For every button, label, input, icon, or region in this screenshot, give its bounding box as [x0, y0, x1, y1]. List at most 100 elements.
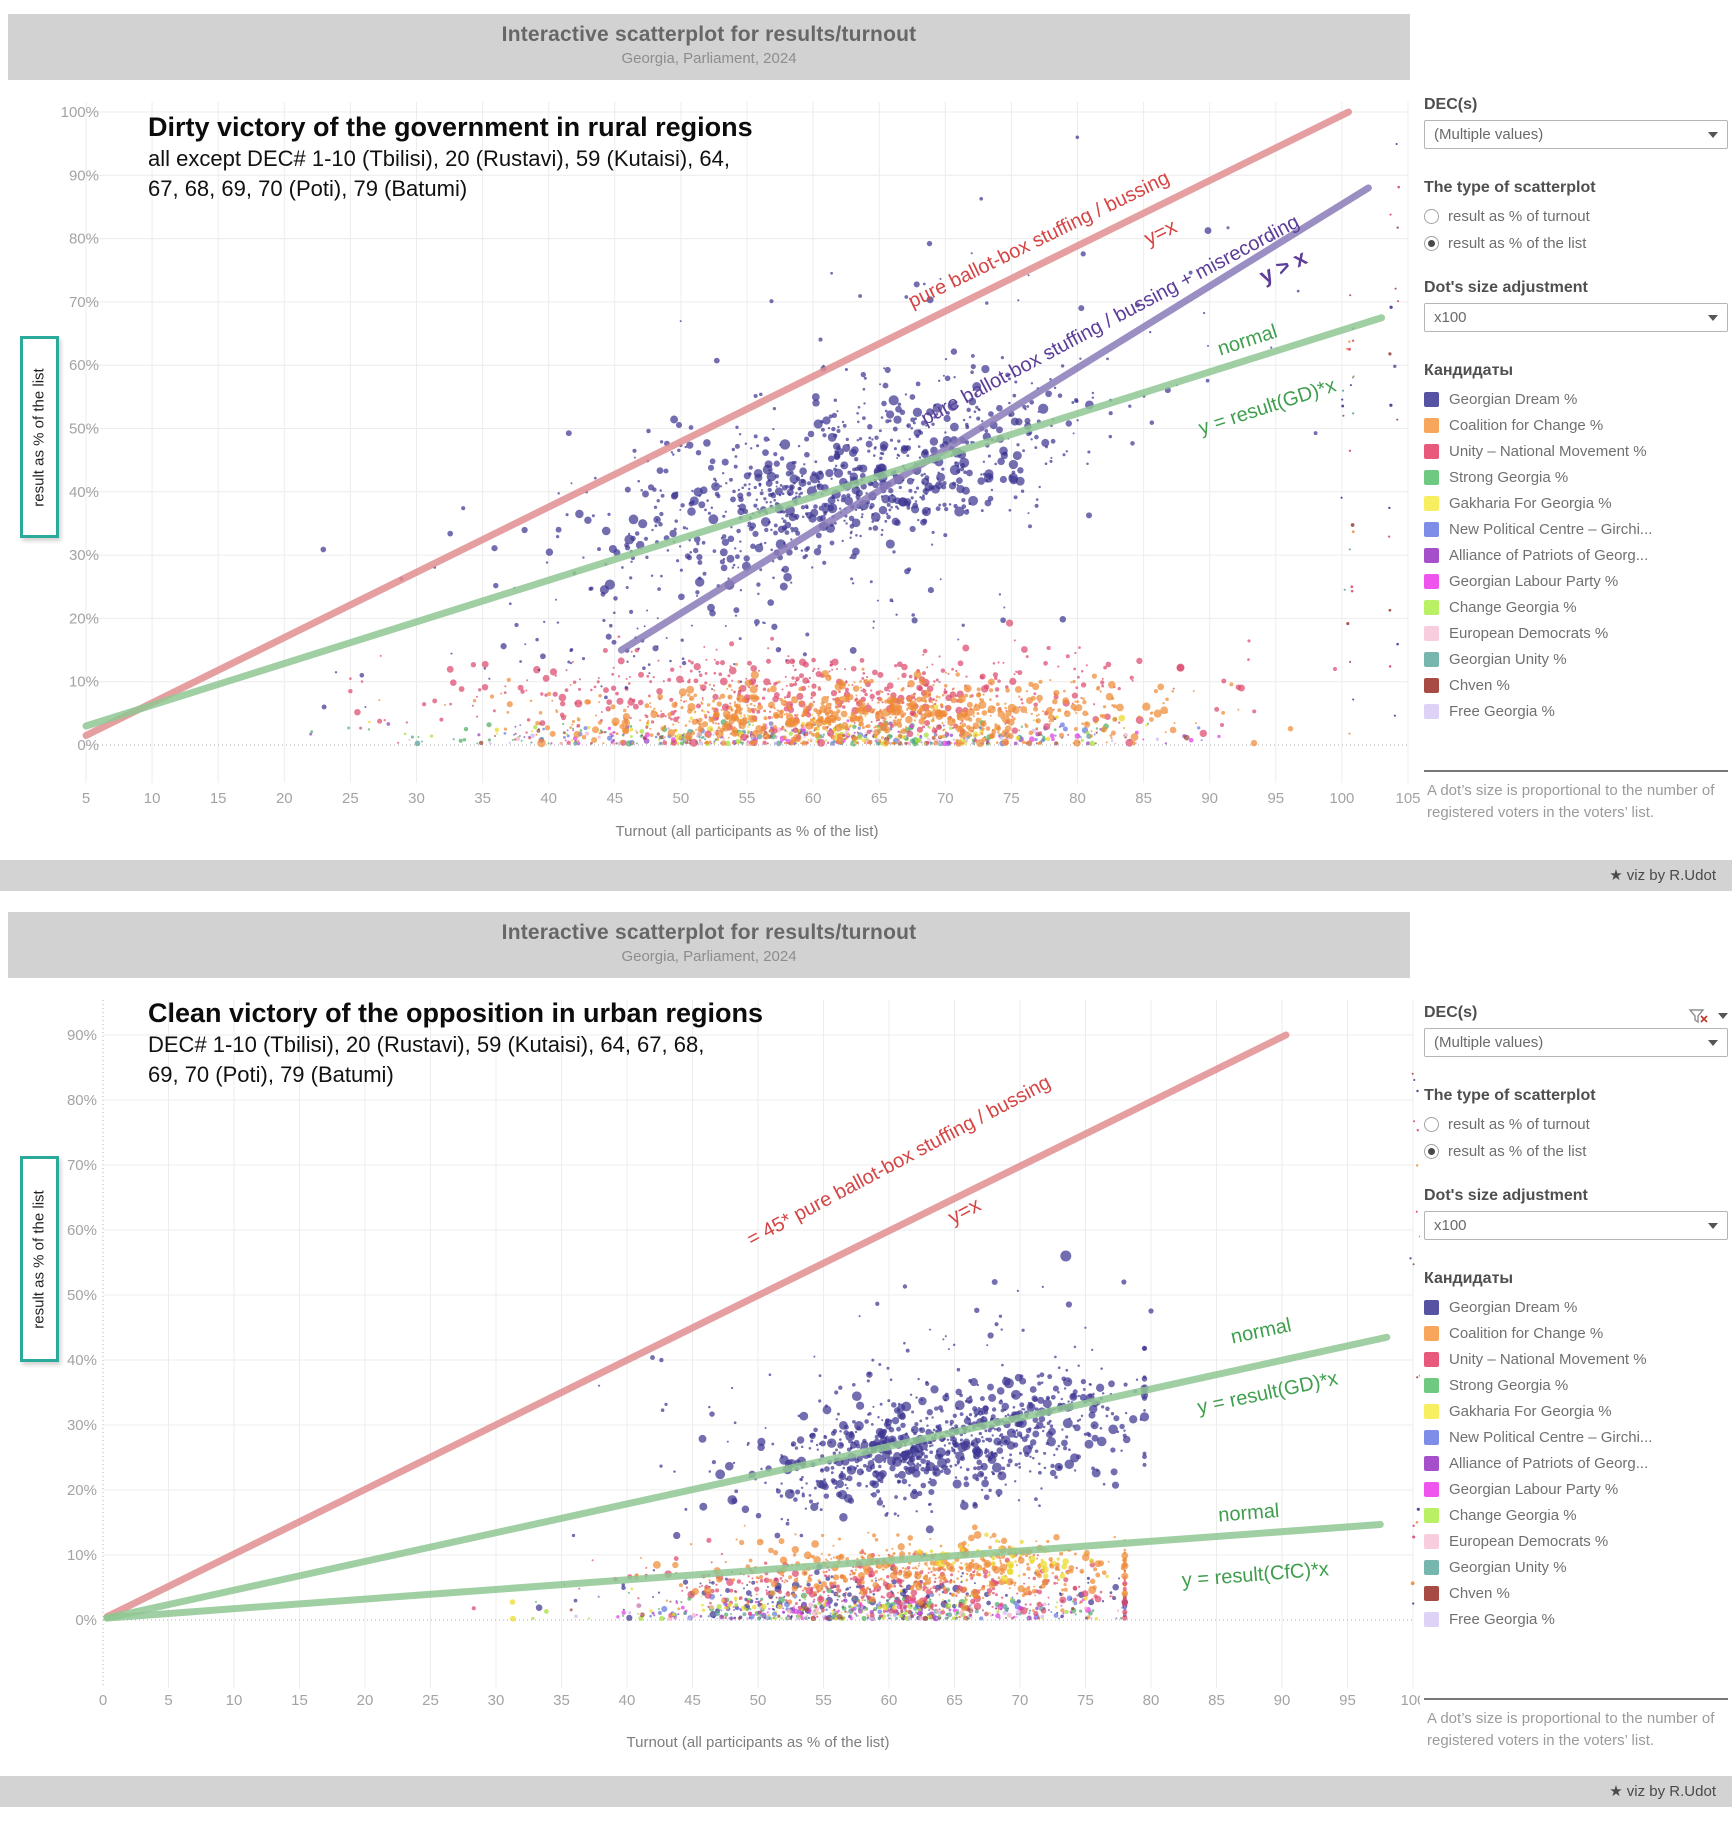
rural-plot-subtitle-line2: 67, 68, 69, 70 (Poti), 79 (Batumi) [148, 176, 468, 201]
x-axis-title: Turnout (all participants as % of the li… [627, 1734, 890, 1751]
scatterplot-rural[interactable]: pure ballot-box stuffing / bussingy=xpur… [0, 80, 1420, 860]
svg-text:60: 60 [805, 790, 822, 807]
dec-filter-dropdown[interactable]: (Multiple values) [1424, 1028, 1728, 1057]
legend-item[interactable]: Change Georgia % [1424, 1502, 1728, 1528]
scatterplot-type-options: result as % of turnout result as % of the… [1424, 203, 1728, 257]
urban-plot-subtitle-line2: 69, 70 (Poti), 79 (Batumi) [148, 1062, 394, 1087]
chevron-down-icon [1708, 314, 1718, 321]
panel-divider [1424, 1698, 1728, 1700]
urban-plot-subtitle-line1: DEC# 1-10 (Tbilisi), 20 (Rustavi), 59 (K… [148, 1032, 705, 1057]
legend-swatch-icon [1424, 495, 1439, 511]
dec-filter-label: DEC(s) [1424, 96, 1478, 113]
legend-swatch-icon [1424, 1507, 1439, 1523]
svg-text:15: 15 [210, 790, 227, 807]
legend-item[interactable]: Chven % [1424, 672, 1728, 698]
radio-checked-icon[interactable] [1424, 1144, 1439, 1159]
svg-text:95: 95 [1267, 790, 1284, 807]
viz1-panel: DEC(s) (Multiple values) The type of sca… [1424, 96, 1728, 724]
radio-option[interactable]: result as % of the list [1424, 1138, 1728, 1165]
candidates-legend: Georgian Dream % Coalition for Change % Un… [1424, 1294, 1728, 1632]
viz1-footer: ★ viz by R.Udot [0, 860, 1732, 891]
legend-swatch-icon [1424, 1611, 1439, 1627]
dot-size-label: Dot's size adjustment [1424, 279, 1588, 296]
rural-y-axis-label: result as % of the list [20, 336, 59, 538]
svg-text:100: 100 [1329, 790, 1354, 807]
legend-item[interactable]: Strong Georgia % [1424, 464, 1728, 490]
legend-item[interactable]: New Political Centre – Girchi... [1424, 1424, 1728, 1450]
radio-option[interactable]: result as % of the list [1424, 230, 1728, 257]
legend-item-label: Change Georgia % [1449, 598, 1577, 616]
legend-item[interactable]: New Political Centre – Girchi... [1424, 516, 1728, 542]
viz2-footer: ★ viz by R.Udot [0, 1776, 1732, 1807]
legend-item[interactable]: Coalition for Change % [1424, 1320, 1728, 1346]
dot-size-dropdown[interactable]: x100 [1424, 303, 1728, 332]
svg-text:80%: 80% [69, 231, 99, 248]
radio-option-label: result as % of the list [1448, 235, 1587, 252]
legend-item[interactable]: Georgian Unity % [1424, 1554, 1728, 1580]
scatter-dots-layer[interactable] [309, 135, 1400, 748]
legend-item[interactable]: Chven % [1424, 1580, 1728, 1606]
legend-item[interactable]: Georgian Labour Party % [1424, 1476, 1728, 1502]
candidates-legend: Georgian Dream % Coalition for Change % Un… [1424, 386, 1728, 724]
legend-item[interactable]: Georgian Dream % [1424, 386, 1728, 412]
legend-swatch-icon [1424, 625, 1439, 641]
legend-item[interactable]: Unity – National Movement % [1424, 1346, 1728, 1372]
legend-swatch-icon [1424, 521, 1439, 537]
svg-text:20%: 20% [69, 610, 99, 627]
legend-item[interactable]: Unity – National Movement % [1424, 438, 1728, 464]
svg-text:10: 10 [144, 790, 161, 807]
legend-swatch-icon [1424, 1429, 1439, 1445]
svg-text:40%: 40% [69, 484, 99, 501]
legend-item-label: Unity – National Movement % [1449, 1350, 1647, 1368]
legend-item[interactable]: Gakharia For Georgia % [1424, 1398, 1728, 1424]
scatter-dots-layer[interactable] [471, 1072, 1420, 1622]
legend-item[interactable]: Georgian Unity % [1424, 646, 1728, 672]
filter-menu-caret-icon[interactable] [1718, 1013, 1728, 1019]
legend-item-label: Georgian Labour Party % [1449, 1480, 1619, 1498]
scatterplot-type-options: result as % of turnout result as % of the… [1424, 1111, 1728, 1165]
radio-option[interactable]: result as % of turnout [1424, 1111, 1728, 1138]
viz2-title: Interactive scatterplot for results/turn… [501, 921, 917, 944]
radio-unchecked-icon[interactable] [1424, 209, 1439, 224]
legend-item-label: Free Georgia % [1449, 1610, 1555, 1628]
legend-item[interactable]: Free Georgia % [1424, 1606, 1728, 1632]
dot-size-label: Dot's size adjustment [1424, 1187, 1588, 1204]
radio-checked-icon[interactable] [1424, 236, 1439, 251]
legend-swatch-icon [1424, 1455, 1439, 1471]
viz1-header: Interactive scatterplot for results/turn… [8, 14, 1410, 80]
x-axis-ticks: 0 5 10 15 20 25 30 35 40 45 50 55 60 65 70 75 80 85 90 95 10… [99, 1692, 1420, 1709]
dec-filter-dropdown[interactable]: (Multiple values) [1424, 120, 1728, 149]
legend-item[interactable]: Gakharia For Georgia % [1424, 490, 1728, 516]
legend-swatch-icon [1424, 443, 1439, 459]
dot-size-dropdown[interactable]: x100 [1424, 1211, 1728, 1240]
legend-item[interactable]: European Democrats % [1424, 620, 1728, 646]
svg-text:0%: 0% [77, 737, 99, 754]
legend-item-label: Chven % [1449, 1584, 1510, 1602]
legend-swatch-icon [1424, 1585, 1439, 1601]
legend-item[interactable]: Alliance of Patriots of Georg... [1424, 1450, 1728, 1476]
legend-item[interactable]: European Democrats % [1424, 1528, 1728, 1554]
legend-item[interactable]: Free Georgia % [1424, 698, 1728, 724]
legend-item[interactable]: Alliance of Patriots of Georg... [1424, 542, 1728, 568]
legend-swatch-icon [1424, 417, 1439, 433]
legend-swatch-icon [1424, 1351, 1439, 1367]
legend-item-label: New Political Centre – Girchi... [1449, 1428, 1653, 1446]
radio-unchecked-icon[interactable] [1424, 1117, 1439, 1132]
legend-item[interactable]: Coalition for Change % [1424, 412, 1728, 438]
legend-swatch-icon [1424, 547, 1439, 563]
legend-item[interactable]: Change Georgia % [1424, 594, 1728, 620]
scatterplot-urban[interactable]: = 45* pure ballot-box stuffing / bussing… [0, 978, 1420, 1776]
radio-option[interactable]: result as % of turnout [1424, 203, 1728, 230]
legend-item[interactable]: Strong Georgia % [1424, 1372, 1728, 1398]
legend-item-label: Coalition for Change % [1449, 416, 1604, 434]
y-axis-ticks: 0%10%20%30%40%50%60%70%80%90% [67, 1027, 97, 1629]
annotations: = 45* pure ballot-box stuffing / bussing… [743, 1071, 1339, 1591]
legend-item[interactable]: Georgian Labour Party % [1424, 568, 1728, 594]
y-axis-ticks: 0% 10% 20% 30% 40% 50% 60% 70% 80% 90% 100% [61, 104, 99, 754]
legend-item-label: Georgian Dream % [1449, 1298, 1578, 1316]
svg-text:90: 90 [1201, 790, 1218, 807]
viz2-panel: DEC(s) (Multiple values) The type of sca… [1424, 1004, 1728, 1632]
legend-item[interactable]: Georgian Dream % [1424, 1294, 1728, 1320]
filter-excluded-icon[interactable] [1688, 1008, 1710, 1024]
legend-item-label: Georgian Unity % [1449, 650, 1567, 668]
